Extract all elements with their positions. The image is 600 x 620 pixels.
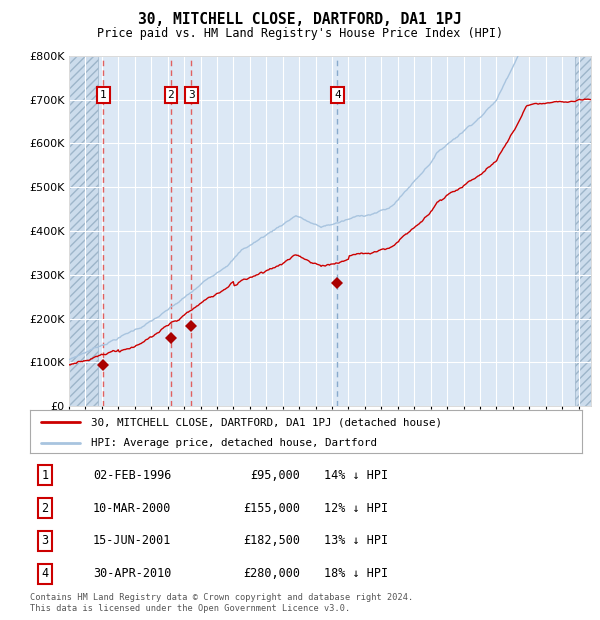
- Text: £155,000: £155,000: [243, 502, 300, 515]
- Bar: [575, 56, 591, 406]
- Text: 4: 4: [41, 567, 49, 580]
- Text: Contains HM Land Registry data © Crown copyright and database right 2024.
This d: Contains HM Land Registry data © Crown c…: [30, 593, 413, 613]
- Text: 3: 3: [188, 90, 195, 100]
- Text: 1: 1: [100, 90, 107, 100]
- Text: 2: 2: [41, 502, 49, 515]
- Text: 18% ↓ HPI: 18% ↓ HPI: [324, 567, 388, 580]
- Text: £95,000: £95,000: [250, 469, 300, 482]
- Text: £280,000: £280,000: [243, 567, 300, 580]
- Text: 30-APR-2010: 30-APR-2010: [93, 567, 172, 580]
- Text: 13% ↓ HPI: 13% ↓ HPI: [324, 534, 388, 547]
- Text: 10-MAR-2000: 10-MAR-2000: [93, 502, 172, 515]
- Bar: [69, 56, 98, 406]
- Text: £182,500: £182,500: [243, 534, 300, 547]
- Text: 15-JUN-2001: 15-JUN-2001: [93, 534, 172, 547]
- Text: Price paid vs. HM Land Registry's House Price Index (HPI): Price paid vs. HM Land Registry's House …: [97, 27, 503, 40]
- Text: 30, MITCHELL CLOSE, DARTFORD, DA1 1PJ (detached house): 30, MITCHELL CLOSE, DARTFORD, DA1 1PJ (d…: [91, 417, 442, 427]
- Text: 1: 1: [41, 469, 49, 482]
- Text: 12% ↓ HPI: 12% ↓ HPI: [324, 502, 388, 515]
- Text: 2: 2: [167, 90, 174, 100]
- Text: 30, MITCHELL CLOSE, DARTFORD, DA1 1PJ: 30, MITCHELL CLOSE, DARTFORD, DA1 1PJ: [138, 12, 462, 27]
- Text: 02-FEB-1996: 02-FEB-1996: [93, 469, 172, 482]
- Text: 3: 3: [41, 534, 49, 547]
- Text: 4: 4: [334, 90, 341, 100]
- Text: HPI: Average price, detached house, Dartford: HPI: Average price, detached house, Dart…: [91, 438, 377, 448]
- Text: 14% ↓ HPI: 14% ↓ HPI: [324, 469, 388, 482]
